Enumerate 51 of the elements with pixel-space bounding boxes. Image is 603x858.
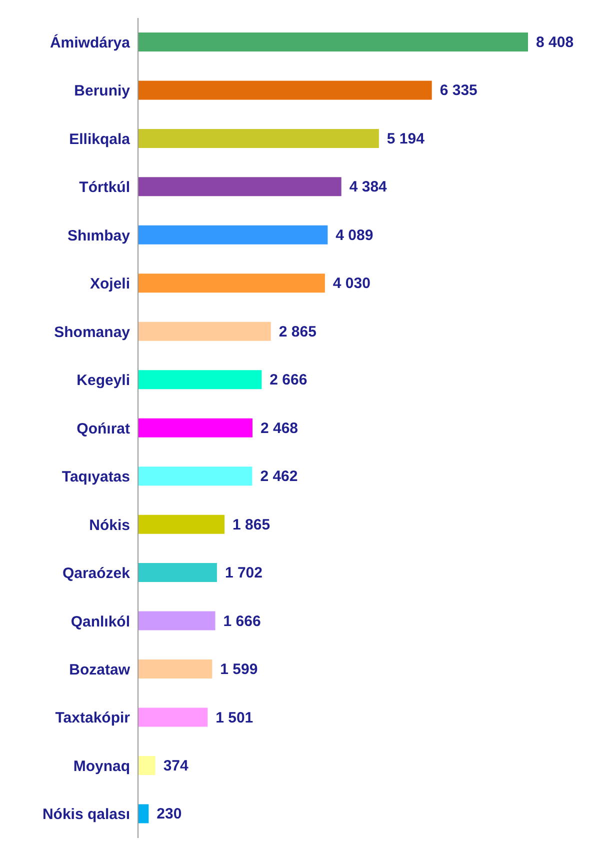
data-label: 2 666 bbox=[270, 372, 308, 389]
bar bbox=[138, 563, 217, 582]
y-tick-label: Shomanay bbox=[54, 324, 131, 341]
data-label: 4 384 bbox=[349, 178, 388, 196]
y-tick-label: Bozataw bbox=[69, 662, 130, 678]
bar bbox=[138, 322, 271, 341]
bar bbox=[138, 128, 379, 148]
y-tick-label: Moynaq bbox=[73, 758, 130, 775]
data-label: 1 501 bbox=[216, 709, 254, 726]
bar bbox=[138, 274, 325, 293]
bar bbox=[138, 80, 432, 100]
data-label: 374 bbox=[163, 758, 190, 774]
y-tick-label: Tórtkúl bbox=[79, 179, 130, 196]
bar bbox=[138, 370, 262, 390]
y-tick-label: Taqıyatas bbox=[62, 468, 130, 486]
data-label: 1 599 bbox=[220, 661, 258, 678]
bar bbox=[138, 32, 528, 52]
y-tick-label: Xojeli bbox=[90, 276, 130, 293]
bar bbox=[138, 660, 212, 679]
bar bbox=[138, 756, 156, 775]
y-tick-label: Taxtakópir bbox=[55, 710, 130, 727]
data-label: 2 865 bbox=[278, 323, 316, 340]
bar bbox=[138, 804, 149, 824]
data-label: 1 666 bbox=[223, 612, 261, 630]
bar bbox=[138, 177, 342, 196]
y-tick-label: Qońırat bbox=[76, 420, 130, 438]
data-label: 8 408 bbox=[536, 34, 574, 51]
y-tick-label: Ellikqala bbox=[69, 130, 131, 148]
bar bbox=[138, 514, 225, 534]
data-label: 5 194 bbox=[386, 130, 426, 148]
data-label: 1 865 bbox=[232, 516, 270, 534]
bar bbox=[138, 611, 216, 630]
y-tick-label: Beruniy bbox=[74, 82, 131, 100]
data-label: 2 462 bbox=[260, 468, 298, 486]
data-label: 1 702 bbox=[224, 564, 262, 582]
data-label: 4 030 bbox=[332, 275, 370, 292]
bar bbox=[138, 466, 252, 486]
data-label: 6 335 bbox=[440, 82, 478, 100]
bar bbox=[138, 708, 208, 727]
y-tick-label: Nókis qalası bbox=[42, 806, 130, 824]
y-tick-label: Qanlıkól bbox=[70, 613, 130, 630]
bar bbox=[138, 418, 252, 438]
data-label: 4 089 bbox=[336, 226, 374, 244]
data-label: 230 bbox=[156, 806, 182, 823]
y-tick-label: Qaraózek bbox=[62, 565, 131, 582]
y-tick-label: Kegeyli bbox=[76, 372, 130, 390]
y-tick-label: Nókis bbox=[89, 516, 130, 534]
data-label: 2 468 bbox=[260, 420, 298, 437]
y-tick-label: Shımbay bbox=[67, 227, 131, 244]
y-tick-label: Ámiwdárya bbox=[50, 33, 131, 52]
bar bbox=[138, 225, 328, 244]
